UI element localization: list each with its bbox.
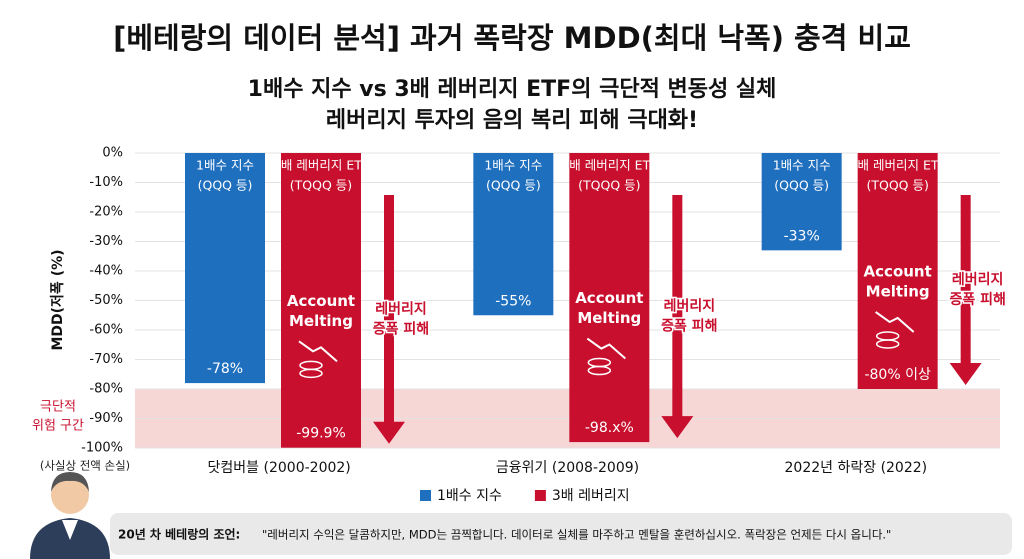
arrow-label: 증폭 피해	[373, 321, 429, 337]
value-label: -99.9%	[296, 426, 346, 442]
y-tick-label: -10%	[89, 175, 123, 190]
bar	[569, 153, 650, 443]
bar-label: 3배 레버리지 ETF	[273, 158, 369, 173]
footer-quote: "레버리지 수익은 달콤하지만, MDD는 끔찍합니다. 데이터로 실체를 마주…	[262, 528, 891, 542]
coin	[875, 331, 900, 341]
melting-label: Account	[575, 289, 643, 307]
bar-label: (TQQQ 등)	[290, 178, 352, 193]
trend	[586, 337, 626, 360]
legend-label: 1배수 지수	[437, 488, 502, 504]
y-tick-label: -20%	[89, 205, 123, 220]
y-tick-label: -40%	[89, 264, 123, 279]
arrow-label: 레버리지	[375, 300, 427, 317]
bar	[281, 153, 361, 448]
bar	[473, 153, 554, 316]
y-tick-label: -50%	[89, 293, 123, 308]
subtitle: 1배수 지수 vs 3배 레버리지 ETF의 극단적 변동성 실체	[248, 77, 777, 102]
value-label: -55%	[495, 293, 531, 309]
bar-label: 3배 레버리지 ETF	[561, 158, 657, 173]
footer-box	[110, 513, 1012, 555]
melting-icon	[875, 311, 915, 349]
coin	[299, 360, 323, 371]
x-tick-label: 금융위기 (2008-2009)	[496, 460, 639, 476]
y-tick-label: -80%	[89, 382, 123, 397]
coin	[587, 357, 612, 368]
damage-arrow	[661, 195, 694, 439]
avatar	[30, 472, 110, 559]
value-label: -80% 이상	[864, 367, 930, 383]
subtitle: 레버리지 투자의 음의 복리 피해 극대화!	[326, 108, 698, 133]
trend	[875, 311, 915, 333]
y-axis-label: MDD(저폭 (%)	[50, 249, 66, 350]
value-label: -78%	[207, 361, 243, 377]
bar-label: (TQQQ 등)	[866, 178, 928, 193]
bar	[857, 153, 938, 389]
y-tick-label: 0%	[102, 146, 123, 161]
bar-label: (QQQ 등)	[774, 178, 829, 193]
legend-swatch	[534, 490, 546, 501]
x-tick-label: 닷컴버블 (2000-2002)	[208, 460, 351, 476]
arrow-label: 레버리지	[952, 271, 1004, 288]
damage-arrow	[949, 195, 982, 385]
danger-note: (사실상 전액 손실)	[40, 459, 130, 473]
bar-label: 3배 레버리지 ETF	[850, 158, 946, 173]
value-label: -33%	[784, 228, 820, 244]
bar	[185, 153, 265, 384]
y-tick-label: -30%	[89, 234, 123, 249]
bar	[761, 153, 842, 251]
y-tick-label: -100%	[81, 441, 123, 456]
bar-label: (QQQ 등)	[486, 178, 541, 193]
melting-label: Account	[287, 292, 355, 310]
bar-label: (TQQQ 등)	[578, 178, 640, 193]
x-tick-label: 2022년 하락장 (2022)	[785, 460, 928, 476]
value-label: -98.x%	[585, 420, 634, 436]
bar-label: (QQQ 등)	[198, 178, 253, 193]
trend	[298, 340, 338, 363]
melting-label: Melting	[577, 309, 641, 327]
y-tick-label: -70%	[89, 352, 123, 367]
melting-icon	[586, 337, 626, 376]
footer-speaker: 20년 차 베테랑의 조언:	[118, 527, 240, 542]
melting-label: Melting	[289, 312, 353, 330]
arrow-label: 레버리지	[664, 298, 716, 315]
bar-label: 1배수 지수	[484, 158, 542, 173]
legend-label: 3배 레버리지	[552, 488, 630, 504]
arrow-label: 증폭 피해	[661, 319, 717, 335]
arrow-label: 증폭 피해	[949, 292, 1005, 308]
legend-swatch	[420, 490, 431, 501]
melting-label: Account	[864, 263, 932, 281]
danger-label: 위험 구간	[32, 419, 84, 434]
melting-icon	[298, 340, 338, 379]
melting-label: Melting	[866, 283, 930, 301]
bar-label: 1배수 지수	[773, 158, 831, 173]
y-tick-label: -90%	[89, 411, 123, 426]
danger-label: 극단적	[40, 400, 76, 415]
y-tick-label: -60%	[89, 323, 123, 338]
chart-title: [베테랑의 데이터 분석] 과거 폭락장 MDD(최대 낙폭) 충격 비교	[113, 21, 911, 55]
damage-arrow	[373, 195, 405, 444]
bar-label: 1배수 지수	[196, 158, 254, 173]
